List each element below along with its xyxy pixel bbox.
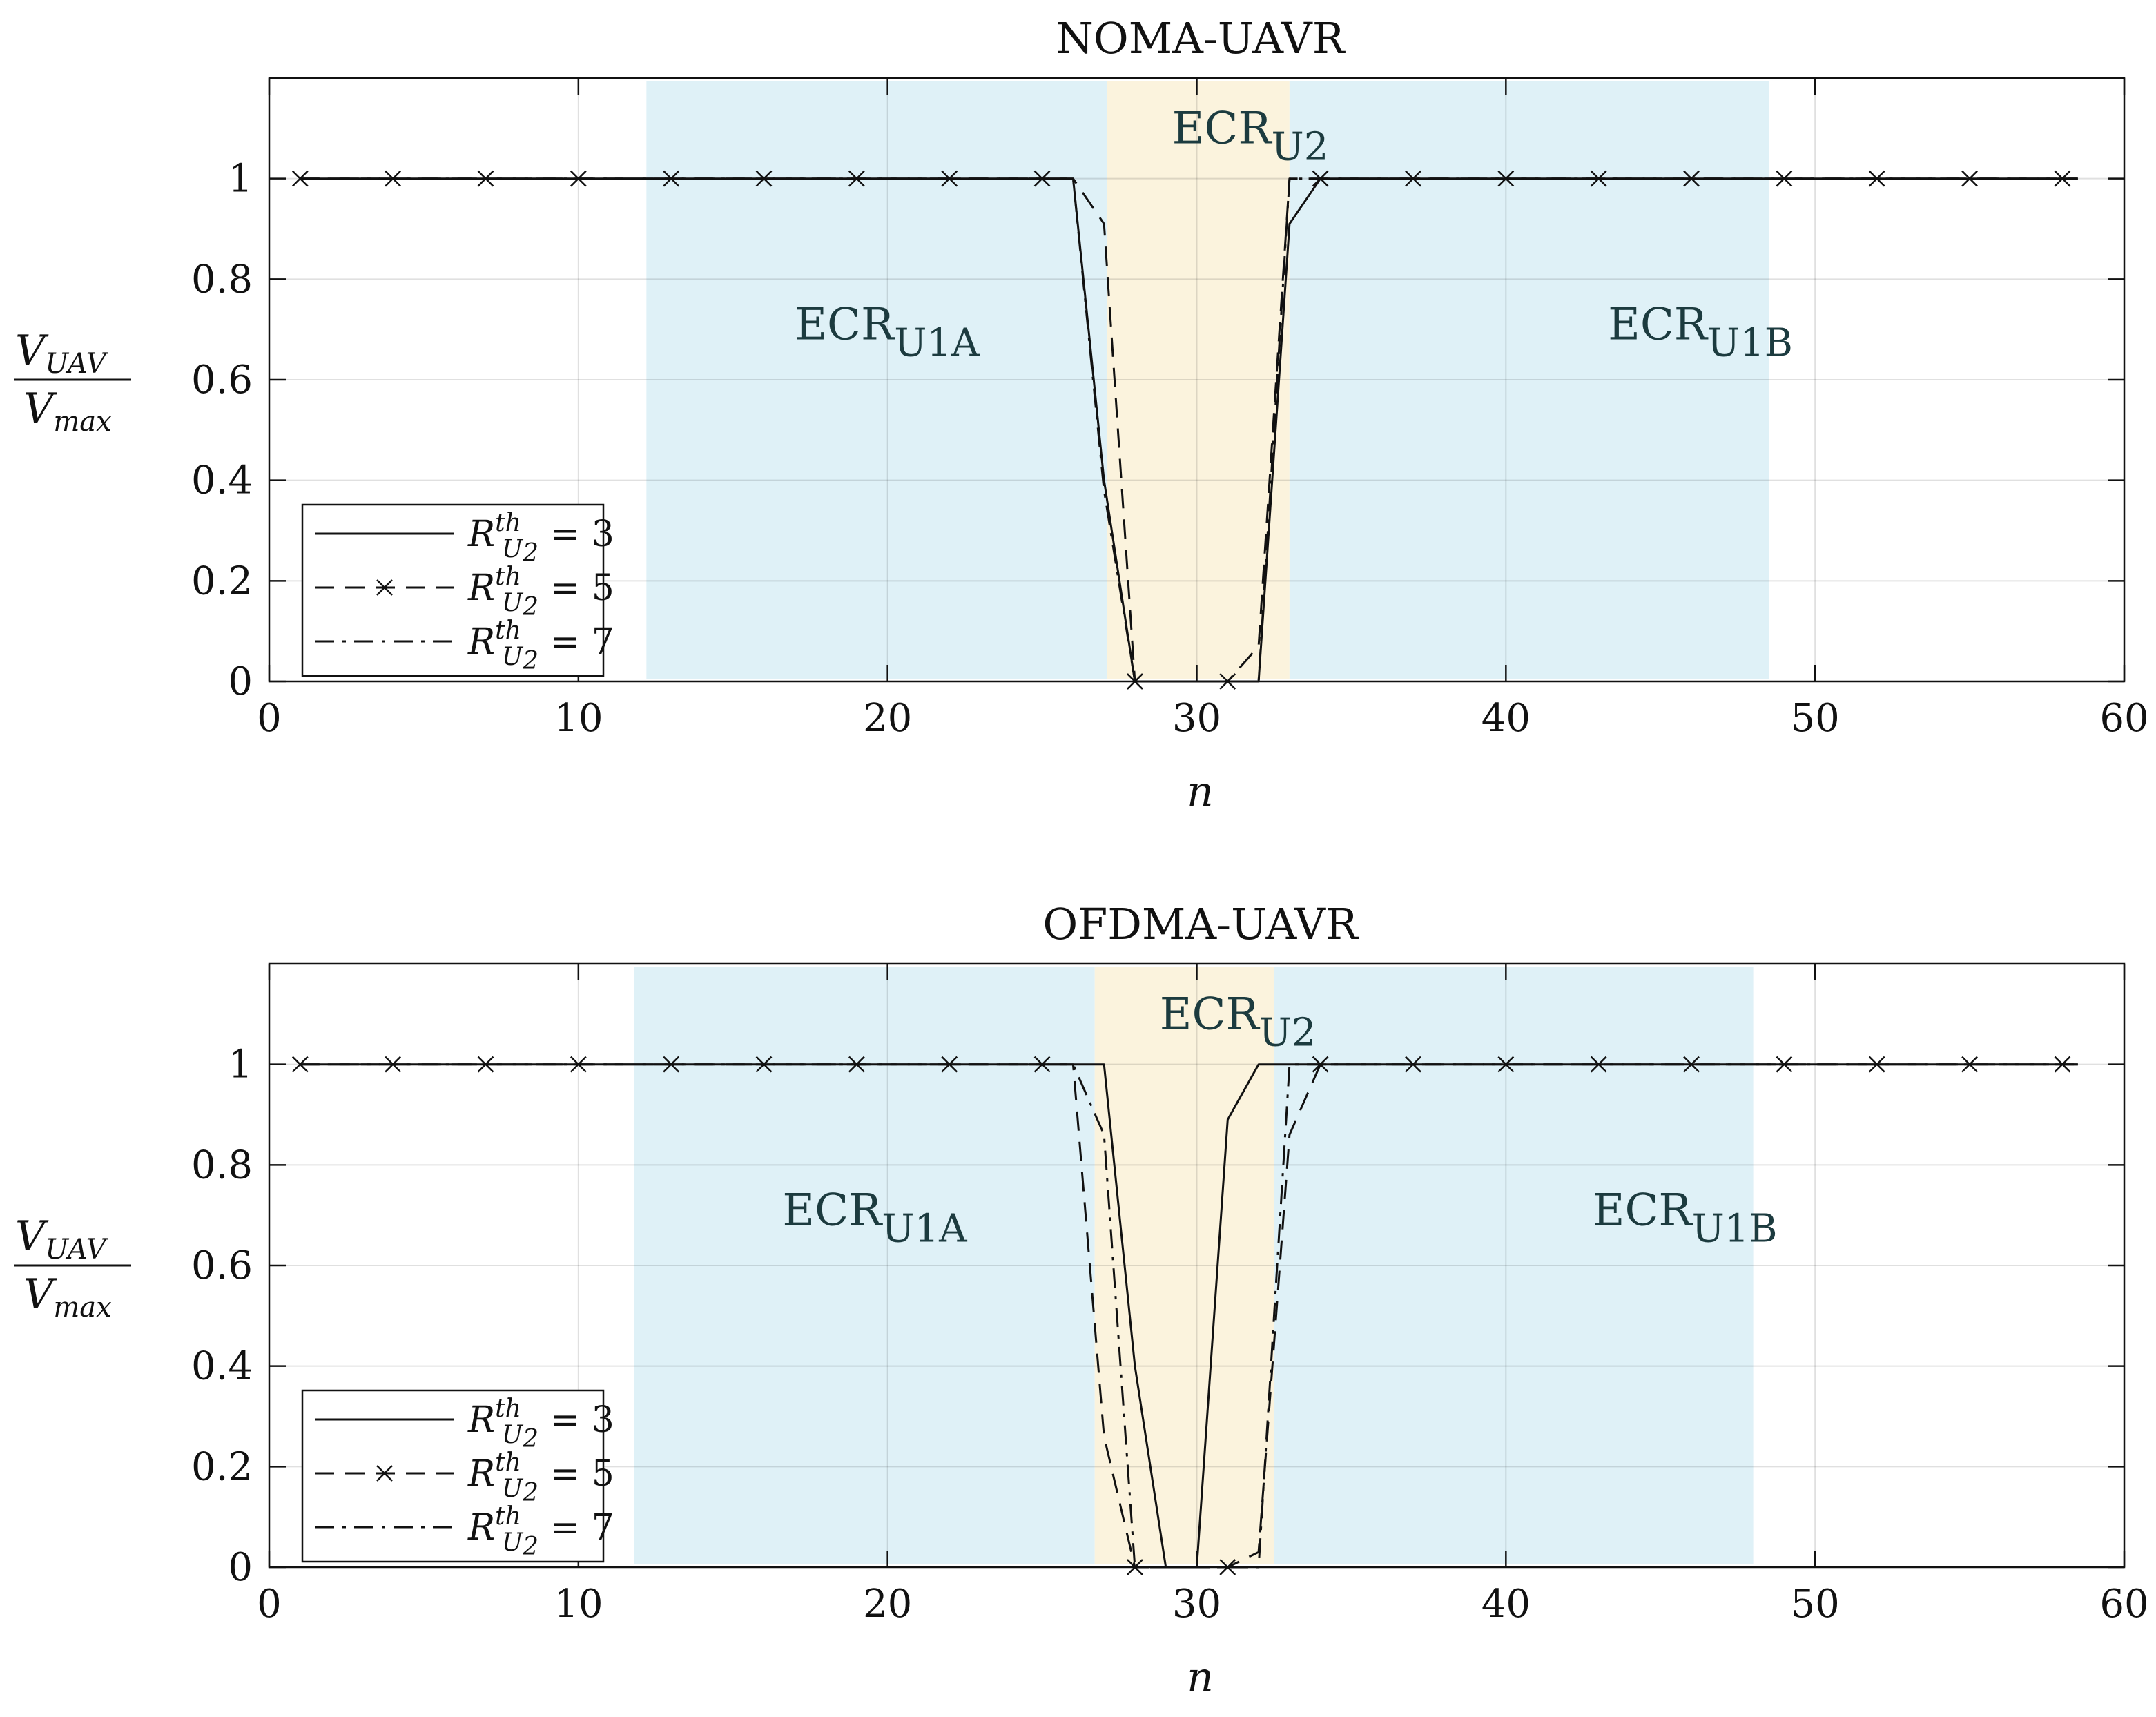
region-u2-band (1107, 81, 1290, 679)
x-tick-label: 0 (257, 696, 282, 741)
x-tick-label: 30 (1172, 696, 1221, 741)
data-point-marker (1683, 170, 1700, 187)
y-tick-label: 0.4 (191, 458, 253, 503)
y-tick-label: 0.2 (191, 1444, 253, 1489)
data-point-marker (941, 1056, 958, 1073)
legend-entry-label: Rth U2 = 7 (467, 1502, 614, 1561)
x-tick-label: 60 (2099, 1582, 2148, 1627)
x-tick-label: 10 (554, 1582, 603, 1627)
y-tick-label: 0.6 (191, 1243, 253, 1288)
legend-entry-label: Rth U2 = 3 (467, 1395, 614, 1453)
data-point-marker (291, 170, 309, 187)
region-label-u2: ECRU2 (1160, 989, 1317, 1056)
data-point-marker (1497, 170, 1515, 187)
legend-entry-label: Rth U2 = 3 (467, 509, 614, 568)
region-label-u1b: ECRU1B (1593, 1185, 1778, 1252)
y-axis-label-denominator: Vmax (23, 385, 112, 438)
legend-entry-label: Rth U2 = 7 (467, 617, 614, 675)
x-axis-label: n (1187, 1653, 1214, 1702)
series-line-dashed (300, 177, 2078, 683)
region-label-u1b: ECRU1B (1608, 300, 1793, 366)
data-point-marker (941, 170, 958, 187)
data-point-marker (1961, 1056, 1978, 1073)
region-label-u1a: ECRU1A (795, 300, 980, 366)
x-tick-label: 10 (554, 696, 603, 741)
region-u1a-band (634, 967, 1095, 1564)
legend-entry-label: Rth U2 = 5 (467, 563, 614, 621)
region-label-u2: ECRU2 (1172, 104, 1329, 170)
data-point-marker (1033, 170, 1051, 187)
series-line-dashdot (300, 177, 2078, 683)
y-tick-label: 0.6 (191, 358, 253, 402)
y-axis-label-denominator: Vmax (23, 1270, 112, 1323)
data-point-marker (1405, 170, 1421, 187)
x-tick-label: 60 (2099, 696, 2148, 741)
x-tick-label: 50 (1791, 1582, 1840, 1627)
x-axis-label: n (1187, 768, 1214, 816)
y-tick-label: 0.2 (191, 559, 253, 603)
x-tick-label: 0 (257, 1582, 282, 1627)
legend-entry-label: Rth U2 = 5 (467, 1448, 614, 1507)
data-point-marker (1405, 1056, 1421, 1073)
y-axis-label-numerator: VUAV (15, 1212, 109, 1265)
chart-title: OFDMA-UAVR (1042, 899, 1359, 949)
y-tick-label: 1 (228, 157, 253, 202)
chart-title: NOMA-UAVR (1056, 13, 1346, 64)
data-point-marker (1033, 1056, 1051, 1073)
legend-marker (376, 579, 393, 596)
y-tick-label: 0.8 (191, 1143, 253, 1187)
region-label-u1a: ECRU1A (782, 1185, 967, 1252)
chart-panel-2: ECRU1A ECRU2 ECRU1B 0 10 20 30 40 50 60 0 0.2 0.4 0.6… (14, 899, 2149, 1702)
y-tick-label: 0 (228, 659, 253, 704)
legend-marker (376, 1465, 393, 1482)
x-tick-label: 20 (863, 696, 912, 741)
y-tick-label: 0.4 (191, 1344, 253, 1389)
x-tick-label: 20 (863, 1582, 912, 1627)
y-tick-label: 0 (228, 1545, 253, 1590)
y-tick-label: 0.8 (191, 257, 253, 302)
data-point-marker (291, 1056, 309, 1073)
x-tick-label: 30 (1172, 1582, 1221, 1627)
y-tick-label: 1 (228, 1042, 253, 1087)
y-axis-label-numerator: VUAV (15, 327, 109, 380)
series-line-dashdot (300, 1063, 2078, 1569)
region-u1b-band (1274, 967, 1754, 1564)
x-tick-label: 50 (1791, 696, 1840, 741)
region-u1a-band (646, 81, 1107, 679)
chart-panel-1: ECRU1A ECRU2 ECRU1B 0 10 20 30 40 50 60 0 0.2 0.4 0.6… (14, 13, 2149, 816)
x-tick-label: 40 (1482, 696, 1531, 741)
x-tick-label: 40 (1482, 1582, 1531, 1627)
